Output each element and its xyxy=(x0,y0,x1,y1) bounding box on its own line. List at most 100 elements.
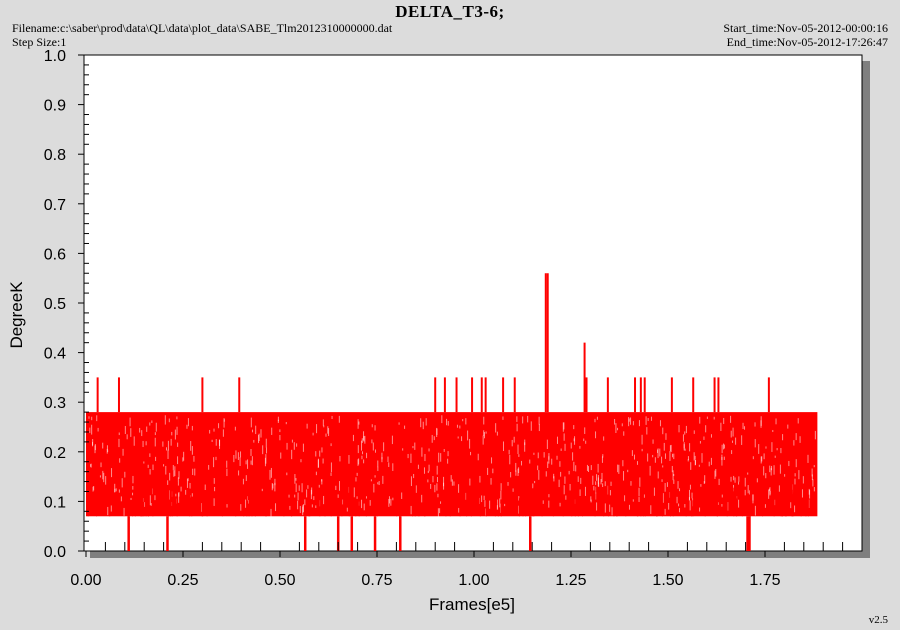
band-speckle xyxy=(414,442,416,450)
x-tick-label-5: 1.25 xyxy=(555,572,586,589)
band-speckle xyxy=(487,467,489,475)
band-speckle xyxy=(639,477,641,487)
band-speckle xyxy=(269,469,271,480)
series-layer xyxy=(86,273,818,551)
band-speckle xyxy=(533,452,535,455)
band-speckle xyxy=(617,464,619,473)
y-axis-label: DegreeK xyxy=(7,281,26,349)
band-speckle xyxy=(154,495,156,501)
band-speckle xyxy=(773,465,775,475)
band-speckle xyxy=(553,473,555,479)
band-speckle xyxy=(515,462,517,472)
band-speckle xyxy=(327,426,329,434)
band-speckle xyxy=(732,427,734,437)
band-speckle xyxy=(795,433,797,441)
band-speckle xyxy=(602,483,604,488)
band-speckle xyxy=(204,484,206,491)
band-speckle xyxy=(94,444,96,451)
band-speckle xyxy=(699,441,701,444)
band-speckle xyxy=(662,465,664,468)
band-speckle xyxy=(699,507,701,512)
band-speckle xyxy=(569,483,571,491)
band-speckle xyxy=(670,444,672,452)
band-speckle xyxy=(744,489,746,496)
band-speckle xyxy=(183,451,185,461)
band-speckle xyxy=(532,483,534,489)
band-speckle xyxy=(636,461,638,465)
band-speckle xyxy=(768,489,770,499)
band-speckle xyxy=(780,448,782,454)
band-speckle xyxy=(99,475,101,478)
band-speckle xyxy=(595,431,597,439)
x-tick-label-2: 0.50 xyxy=(264,572,295,589)
band-speckle xyxy=(671,465,673,473)
band-speckle xyxy=(604,503,606,513)
band-speckle xyxy=(124,426,126,435)
series-noise-band xyxy=(86,412,818,517)
band-speckle xyxy=(491,457,493,464)
band-speckle xyxy=(661,456,663,464)
band-speckle xyxy=(684,448,686,451)
band-speckle xyxy=(168,418,170,423)
band-speckle xyxy=(373,483,375,493)
band-speckle xyxy=(774,455,776,458)
band-speckle xyxy=(678,508,680,513)
band-speckle xyxy=(387,456,389,462)
band-speckle xyxy=(682,434,684,442)
band-speckle xyxy=(271,482,273,491)
band-speckle xyxy=(398,422,400,425)
band-speckle xyxy=(288,494,290,498)
band-speckle xyxy=(310,489,312,500)
band-speckle xyxy=(401,492,403,499)
band-speckle xyxy=(118,489,120,493)
band-speckle xyxy=(630,481,632,486)
band-speckle xyxy=(580,477,582,484)
band-speckle xyxy=(543,452,545,458)
band-speckle xyxy=(250,448,252,456)
band-speckle xyxy=(233,454,235,463)
band-speckle xyxy=(410,505,412,515)
band-speckle xyxy=(538,423,540,432)
series-low-excursions xyxy=(87,481,809,517)
band-speckle xyxy=(402,448,404,451)
band-speckle xyxy=(763,466,765,476)
band-speckle xyxy=(489,500,491,509)
band-speckle xyxy=(388,496,390,504)
band-speckle xyxy=(573,461,575,472)
band-speckle xyxy=(485,431,487,434)
band-speckle xyxy=(779,464,781,474)
band-speckle xyxy=(559,502,561,507)
band-speckle xyxy=(286,472,288,476)
band-speckle xyxy=(484,500,486,507)
band-speckle xyxy=(357,419,359,429)
band-speckle xyxy=(102,442,104,449)
band-speckle xyxy=(609,504,611,512)
band-speckle xyxy=(434,484,436,493)
band-speckle xyxy=(92,439,94,446)
band-speckle xyxy=(483,432,485,439)
band-speckle xyxy=(678,425,680,433)
band-speckle xyxy=(154,437,156,447)
step-size-label: Step Size:1 xyxy=(12,35,67,49)
start-time-label: Start_time:Nov-05-2012-00:00:16 xyxy=(723,21,888,35)
band-speckle xyxy=(477,453,479,461)
band-speckle xyxy=(738,481,740,485)
band-speckle xyxy=(483,416,485,425)
band-speckle xyxy=(595,492,597,500)
band-speckle xyxy=(631,450,633,457)
band-speckle xyxy=(812,479,814,487)
band-speckle xyxy=(630,417,632,425)
band-speckle xyxy=(638,497,640,502)
band-speckle xyxy=(609,490,611,496)
band-speckle xyxy=(584,427,586,434)
band-speckle xyxy=(174,429,176,440)
band-speckle xyxy=(266,447,268,454)
band-speckle xyxy=(679,488,681,492)
band-speckle xyxy=(652,454,654,458)
band-speckle xyxy=(553,476,555,482)
band-speckle xyxy=(361,440,363,451)
band-speckle xyxy=(710,434,712,438)
band-speckle xyxy=(218,423,220,429)
band-speckle xyxy=(252,429,254,433)
band-speckle xyxy=(280,452,282,459)
